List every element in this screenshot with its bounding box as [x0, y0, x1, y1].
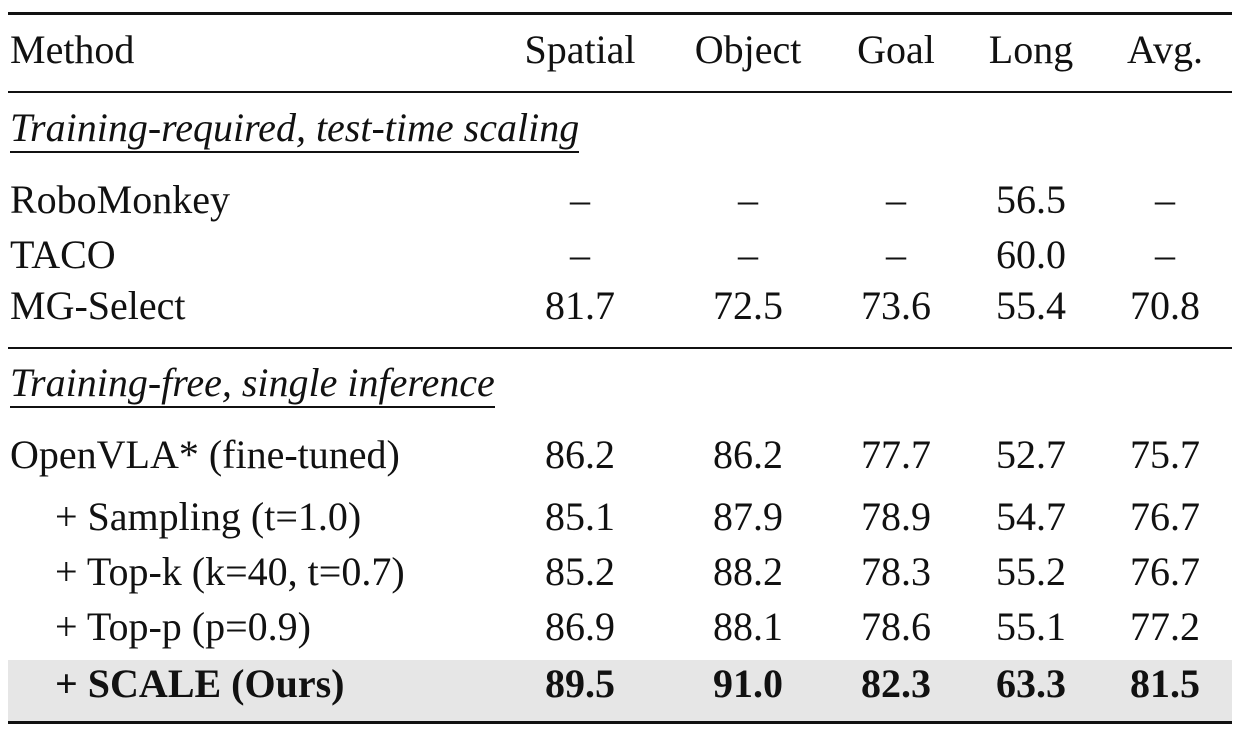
score-cell: 88.2	[713, 549, 783, 594]
score-cell: 81.5	[1130, 661, 1200, 706]
score-cell: –	[570, 232, 590, 277]
section-title: Training-required, test-time scaling	[10, 105, 580, 153]
score-cell: –	[1155, 177, 1175, 222]
score-cell: 76.7	[1130, 549, 1200, 594]
header-cell: Long	[988, 27, 1074, 72]
score-cell: 55.4	[996, 283, 1066, 328]
score-cell: 86.2	[713, 432, 783, 477]
score-cell: 76.7	[1130, 494, 1200, 539]
score-cell: 85.1	[545, 494, 615, 539]
score-cell: 56.5	[996, 177, 1066, 222]
score-cell: 52.7	[996, 432, 1066, 477]
header-cell: Spatial	[524, 27, 636, 72]
bottom-rule	[8, 721, 1232, 724]
top-rule	[8, 12, 1232, 15]
score-cell: 55.1	[996, 604, 1066, 649]
score-cell: –	[1155, 232, 1175, 277]
highlight-row-bg	[8, 660, 1232, 721]
score-cell: 87.9	[713, 494, 783, 539]
score-cell: 60.0	[996, 232, 1066, 277]
score-cell: 78.6	[861, 604, 931, 649]
score-cell: –	[886, 177, 906, 222]
score-cell: 73.6	[861, 283, 931, 328]
score-cell: 86.9	[545, 604, 615, 649]
score-cell: 54.7	[996, 494, 1066, 539]
score-cell: 70.8	[1130, 283, 1200, 328]
score-cell: 77.2	[1130, 604, 1200, 649]
score-cell: 82.3	[861, 661, 931, 706]
score-cell: 89.5	[545, 661, 615, 706]
section-title: Training-free, single inference	[10, 360, 495, 408]
score-cell: 85.2	[545, 549, 615, 594]
header-rule	[8, 91, 1232, 93]
score-cell: 63.3	[996, 661, 1066, 706]
method-cell: RoboMonkey	[10, 177, 230, 222]
header-cell: Goal	[857, 27, 935, 72]
method-cell: TACO	[10, 232, 116, 277]
score-cell: 81.7	[545, 283, 615, 328]
score-cell: 88.1	[713, 604, 783, 649]
score-cell: 78.3	[861, 549, 931, 594]
score-cell: 72.5	[713, 283, 783, 328]
method-cell: MG-Select	[10, 283, 186, 328]
score-cell: –	[738, 232, 758, 277]
header-cell: Avg.	[1127, 27, 1203, 72]
score-cell: –	[570, 177, 590, 222]
method-cell: + Sampling (t=1.0)	[55, 494, 362, 539]
section-rule	[8, 347, 1232, 349]
score-cell: 91.0	[713, 661, 783, 706]
header-cell: Method	[10, 27, 135, 72]
header-cell: Object	[694, 27, 802, 72]
method-cell: + SCALE (Ours)	[55, 661, 345, 706]
score-cell: 77.7	[861, 432, 931, 477]
score-cell: 78.9	[861, 494, 931, 539]
score-cell: 75.7	[1130, 432, 1200, 477]
method-cell: + Top-k (k=40, t=0.7)	[55, 549, 405, 594]
score-cell: –	[738, 177, 758, 222]
score-cell: 86.2	[545, 432, 615, 477]
score-cell: 55.2	[996, 549, 1066, 594]
method-cell: OpenVLA* (fine-tuned)	[10, 432, 400, 477]
method-cell: + Top-p (p=0.9)	[55, 604, 311, 649]
score-cell: –	[886, 232, 906, 277]
